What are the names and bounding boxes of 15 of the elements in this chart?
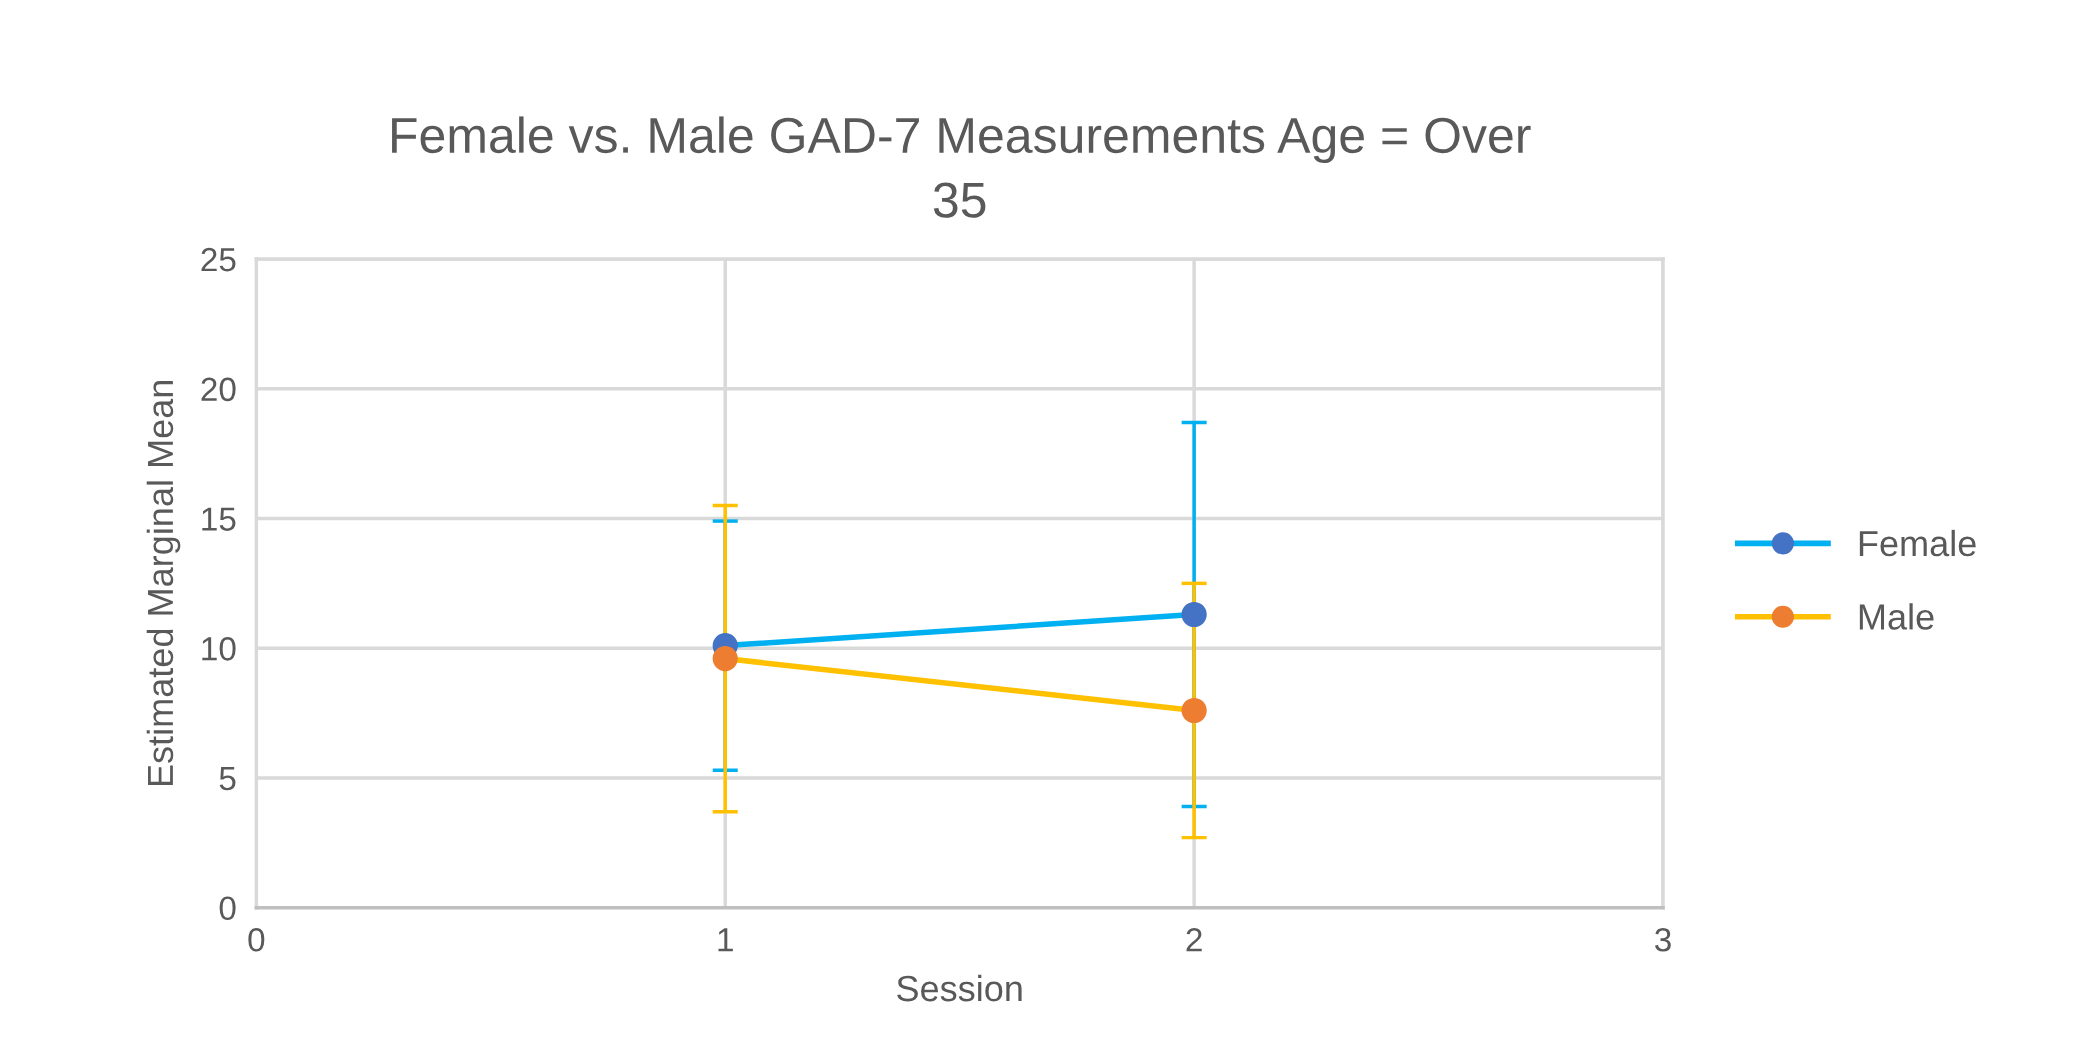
chart-title: Female vs. Male GAD-7 Measurements Age = Over 35 xyxy=(392,116,1531,218)
y-tick-label: 20 xyxy=(201,377,236,402)
y-axis-title: Estimated Marginal Mean xyxy=(146,380,181,786)
x-tick-label: 1 xyxy=(718,928,733,952)
x-tick-label: 0 xyxy=(248,928,265,952)
legend-label: Male xyxy=(1859,603,1934,630)
y-tick-label: 25 xyxy=(201,247,236,272)
y-tick-label: 10 xyxy=(202,637,236,661)
y-tick-label: 0 xyxy=(219,896,236,921)
y-tick-label: 5 xyxy=(219,767,236,791)
legend-label: Female xyxy=(1859,529,1976,557)
x-tick-label: 3 xyxy=(1655,928,1671,952)
y-tick-label: 15 xyxy=(202,507,236,531)
x-axis-title: Session xyxy=(897,974,1022,1002)
x-tick-label: 2 xyxy=(1186,928,1202,952)
